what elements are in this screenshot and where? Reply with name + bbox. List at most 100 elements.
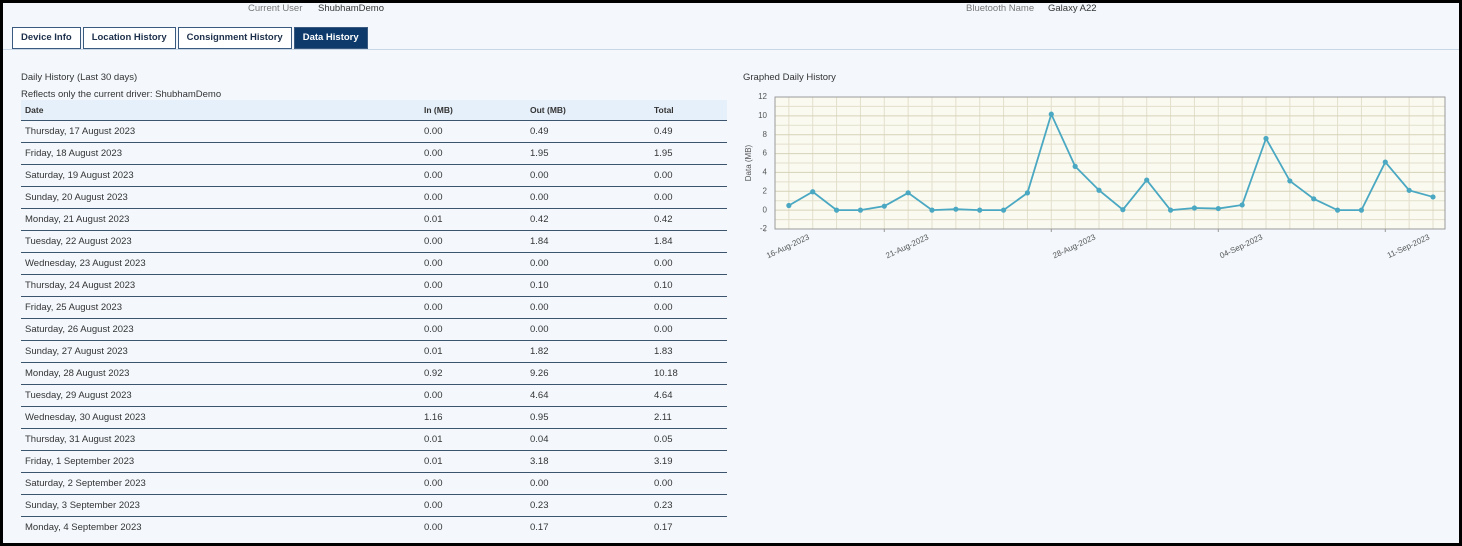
table-cell: 1.95 bbox=[650, 142, 727, 165]
table-row: Thursday, 31 August 2023 0.01 0.04 0.05 bbox=[21, 428, 727, 451]
data-point bbox=[1334, 207, 1341, 213]
tab[interactable]: Location History bbox=[82, 27, 176, 49]
chart-title: Graphed Daily History bbox=[743, 72, 836, 83]
data-point bbox=[1024, 190, 1031, 196]
table-cell: Friday, 1 September 2023 bbox=[21, 450, 420, 473]
tab[interactable]: Device Info bbox=[12, 27, 81, 49]
table-cell: 0.00 bbox=[420, 230, 526, 253]
table-cell: 0.00 bbox=[420, 384, 526, 407]
table-cell: 0.42 bbox=[650, 208, 727, 231]
table-cell: 3.18 bbox=[526, 450, 650, 473]
table-row: Friday, 25 August 2023 0.00 0.00 0.00 bbox=[21, 296, 727, 319]
table-cell: 9.26 bbox=[526, 362, 650, 385]
table-cell: 0.10 bbox=[526, 274, 650, 297]
y-tick-label: 12 bbox=[758, 92, 767, 101]
table-cell: 0.01 bbox=[420, 428, 526, 451]
table-cell: 0.00 bbox=[650, 164, 727, 187]
table-cell: Saturday, 26 August 2023 bbox=[21, 318, 420, 341]
table-row: Monday, 28 August 2023 0.92 9.26 10.18 bbox=[21, 362, 727, 385]
table-cell: 1.82 bbox=[526, 340, 650, 363]
y-tick-label: 6 bbox=[763, 149, 768, 158]
table-cell: 3.19 bbox=[650, 450, 727, 473]
table-note: Reflects only the current driver: Shubha… bbox=[21, 89, 222, 100]
data-point bbox=[1263, 135, 1269, 142]
data-point bbox=[1215, 205, 1221, 212]
data-point bbox=[1311, 196, 1317, 202]
table-cell: 0.00 bbox=[526, 252, 650, 275]
table-cell: 0.00 bbox=[650, 472, 727, 495]
table-cell: 0.00 bbox=[420, 472, 526, 495]
table-cell: 4.64 bbox=[526, 384, 650, 407]
table-row: Sunday, 27 August 2023 0.01 1.82 1.83 bbox=[21, 340, 727, 363]
table-cell: Monday, 28 August 2023 bbox=[21, 362, 420, 385]
y-tick-label: 10 bbox=[758, 111, 767, 120]
table-cell: 0.49 bbox=[650, 120, 727, 143]
table-cell: 0.00 bbox=[420, 516, 526, 538]
x-tick-label: 28-Aug-2023 bbox=[1051, 232, 1097, 260]
table-cell: 0.00 bbox=[420, 186, 526, 209]
data-point bbox=[1072, 163, 1078, 169]
table-cell: 0.01 bbox=[420, 450, 526, 473]
tabs: Device Info Location History Consignment H… bbox=[12, 27, 368, 49]
table-row: Tuesday, 22 August 2023 0.00 1.84 1.84 bbox=[21, 230, 727, 253]
column-header: Out (MB) bbox=[526, 100, 650, 121]
table-cell: Saturday, 19 August 2023 bbox=[21, 164, 420, 187]
table-cell: 0.00 bbox=[526, 318, 650, 341]
table-cell: 0.17 bbox=[650, 516, 727, 538]
table-cell: Saturday, 2 September 2023 bbox=[21, 472, 420, 495]
table-row: Thursday, 17 August 2023 0.00 0.49 0.49 bbox=[21, 120, 727, 143]
table-cell: Monday, 21 August 2023 bbox=[21, 208, 420, 231]
table-cell: Tuesday, 29 August 2023 bbox=[21, 384, 420, 407]
data-point bbox=[1382, 159, 1388, 165]
table-cell: Sunday, 20 August 2023 bbox=[21, 186, 420, 209]
table-row: Friday, 1 September 2023 0.01 3.18 3.19 bbox=[21, 450, 727, 473]
table-cell: 0.17 bbox=[526, 516, 650, 538]
data-point bbox=[929, 207, 935, 213]
table-row: Wednesday, 30 August 2023 1.16 0.95 2.11 bbox=[21, 406, 727, 429]
data-point bbox=[1358, 207, 1365, 213]
table-cell: 0.00 bbox=[420, 318, 526, 341]
table-row: Thursday, 24 August 2023 0.00 0.10 0.10 bbox=[21, 274, 727, 297]
history-table: Date In (MB) Out (MB) Total Thursday, 17 Aug… bbox=[21, 100, 727, 538]
table-cell: 4.64 bbox=[650, 384, 727, 407]
tab[interactable]: Consignment History bbox=[177, 27, 292, 49]
data-point bbox=[1406, 187, 1412, 193]
column-header: In (MB) bbox=[420, 100, 526, 121]
y-tick-label: 4 bbox=[763, 168, 768, 177]
table-cell: 1.84 bbox=[526, 230, 650, 253]
table-cell: Monday, 4 September 2023 bbox=[21, 516, 420, 538]
data-point bbox=[1144, 177, 1150, 183]
tab[interactable]: Data History bbox=[293, 27, 368, 49]
table-cell: Wednesday, 30 August 2023 bbox=[21, 406, 420, 429]
user-value: ShubhamDemo bbox=[318, 3, 385, 14]
data-point bbox=[1167, 207, 1174, 213]
table-cell: 0.95 bbox=[526, 406, 650, 429]
data-point bbox=[833, 207, 840, 213]
table-cell: 0.49 bbox=[526, 120, 650, 143]
table-cell: Tuesday, 22 August 2023 bbox=[21, 230, 420, 253]
table-cell: 0.00 bbox=[420, 120, 526, 143]
user-label: Current User bbox=[248, 3, 303, 14]
y-tick-label: -2 bbox=[760, 224, 768, 233]
column-header: Total bbox=[650, 100, 727, 121]
tab-divider bbox=[3, 49, 1459, 50]
x-tick-label: 21-Aug-2023 bbox=[884, 232, 930, 260]
table-cell: 0.00 bbox=[526, 472, 650, 495]
table-cell: 0.00 bbox=[650, 318, 727, 341]
table-row: Saturday, 2 September 2023 0.00 0.00 0.00 bbox=[21, 472, 727, 495]
data-point bbox=[810, 189, 816, 195]
table-cell: Friday, 25 August 2023 bbox=[21, 296, 420, 319]
table-cell: 0.00 bbox=[526, 164, 650, 187]
plot-border bbox=[774, 96, 1446, 230]
table-cell: 0.00 bbox=[650, 296, 727, 319]
x-tick-label: 04-Sep-2023 bbox=[1218, 232, 1264, 260]
table-cell: Wednesday, 23 August 2023 bbox=[21, 252, 420, 275]
x-tick-label: 16-Aug-2023 bbox=[765, 232, 811, 260]
table-cell: 0.01 bbox=[420, 340, 526, 363]
table-cell: 1.95 bbox=[526, 142, 650, 165]
data-point bbox=[881, 203, 887, 209]
table-row: Saturday, 19 August 2023 0.00 0.00 0.00 bbox=[21, 164, 727, 187]
table-cell: 0.92 bbox=[420, 362, 526, 385]
data-point bbox=[1096, 187, 1102, 193]
